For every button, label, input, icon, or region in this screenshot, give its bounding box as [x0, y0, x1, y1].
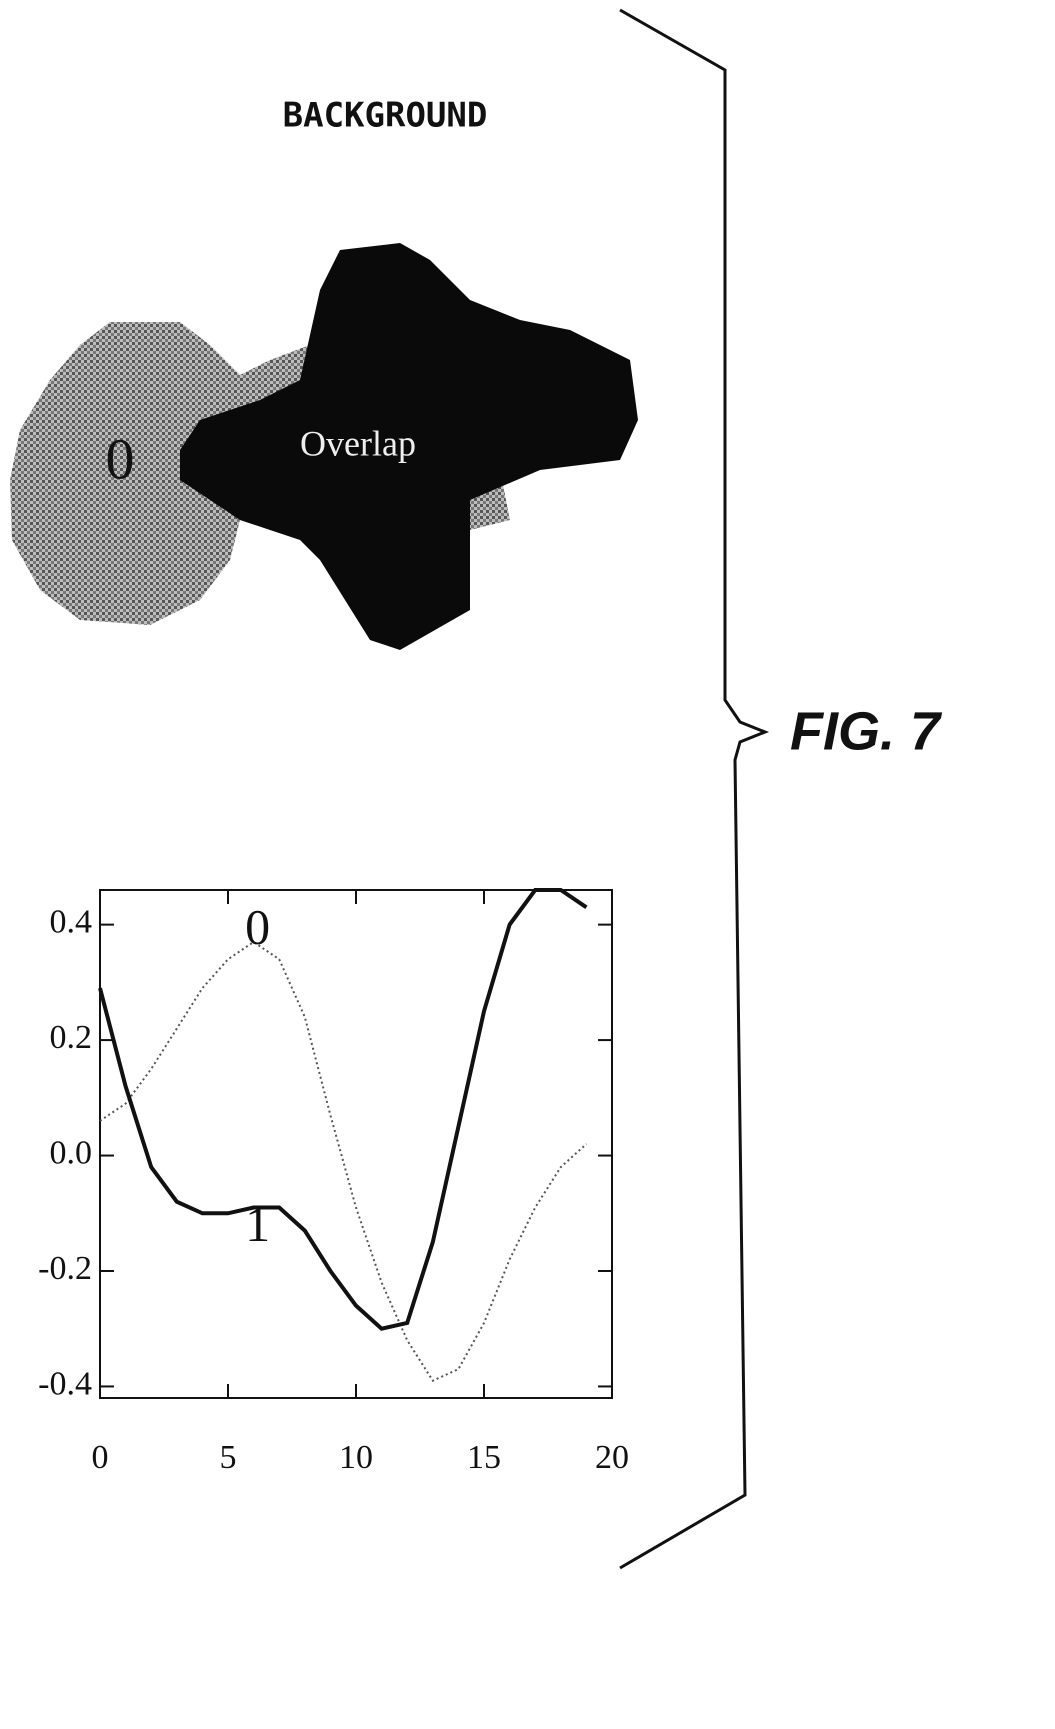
overlap-region: [180, 243, 638, 650]
region-0: [10, 322, 320, 625]
series-line: [99, 940, 588, 1382]
series-line: [98, 888, 588, 1331]
x-tick-label: 20: [595, 1439, 629, 1476]
series-label: 1: [245, 1196, 270, 1252]
y-tick-label: 0.0: [50, 1134, 93, 1171]
figure-label: FIG. 7: [790, 701, 943, 761]
y-tick-label: -0.4: [38, 1365, 92, 1402]
region-label: 0: [106, 426, 135, 491]
brace: [619, 8, 770, 1570]
x-tick-label: 15: [467, 1439, 501, 1476]
y-tick-label: -0.2: [38, 1250, 92, 1287]
x-tick-label: 0: [92, 1439, 109, 1476]
x-tick-label: 10: [339, 1439, 373, 1476]
series-label: 0: [245, 898, 270, 954]
y-tick-label: 0.4: [50, 903, 93, 940]
x-tick-label: 5: [220, 1439, 237, 1476]
region-label: Overlap: [300, 423, 416, 463]
y-tick-label: 0.2: [50, 1019, 93, 1056]
background-label: BACKGROUND: [283, 96, 488, 136]
plot-frame: [99, 889, 613, 1399]
